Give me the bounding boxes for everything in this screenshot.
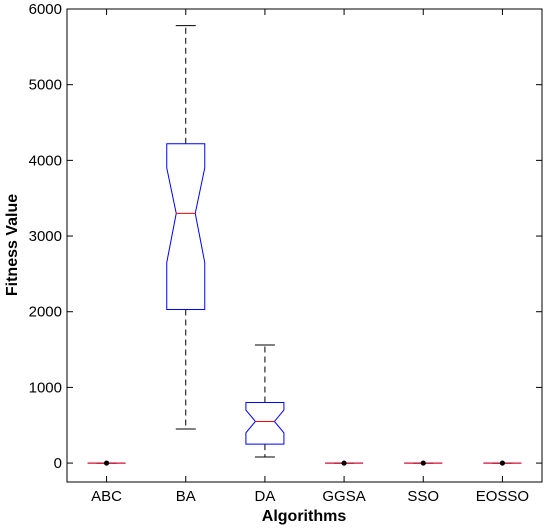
- x-tick-label: BA: [176, 488, 196, 505]
- x-tick-label: SSO: [407, 488, 439, 505]
- y-tick-label: 2000: [29, 304, 62, 321]
- outlier-point: [499, 460, 506, 466]
- outlier-point: [341, 460, 347, 466]
- box-da: [245, 344, 285, 458]
- outlier-point: [103, 460, 110, 466]
- y-tick-label: 4000: [29, 152, 62, 169]
- x-tick-label: EOSSO: [476, 488, 529, 505]
- x-tick-label: GGSA: [322, 488, 365, 505]
- x-tick-label: DA: [254, 488, 275, 505]
- box-series: [87, 25, 522, 466]
- y-axis-title: Fitness Value: [4, 194, 21, 296]
- box-abc: [87, 460, 126, 466]
- box-eosso: [483, 460, 522, 466]
- y-tick-label: 0: [54, 455, 62, 472]
- y-tick-label: 1000: [29, 379, 62, 396]
- box-ba: [166, 25, 206, 430]
- y-tick-label: 3000: [29, 228, 62, 245]
- box-sso: [404, 460, 443, 466]
- outlier-point: [420, 460, 426, 466]
- box-body: [245, 402, 285, 445]
- y-tick-label: 5000: [29, 77, 62, 94]
- y-tick-label: 6000: [29, 1, 62, 18]
- plot-frame: [66, 8, 543, 483]
- x-axis: ABC BA DA GGSA SSO EOSSO: [91, 9, 529, 505]
- box-body: [166, 143, 206, 310]
- x-tick-label: ABC: [91, 488, 122, 505]
- y-axis: 0 1000 2000 3000 4000 5000 6000: [29, 1, 542, 472]
- box-ggsa: [325, 460, 364, 466]
- x-axis-title: Algorithms: [262, 508, 347, 525]
